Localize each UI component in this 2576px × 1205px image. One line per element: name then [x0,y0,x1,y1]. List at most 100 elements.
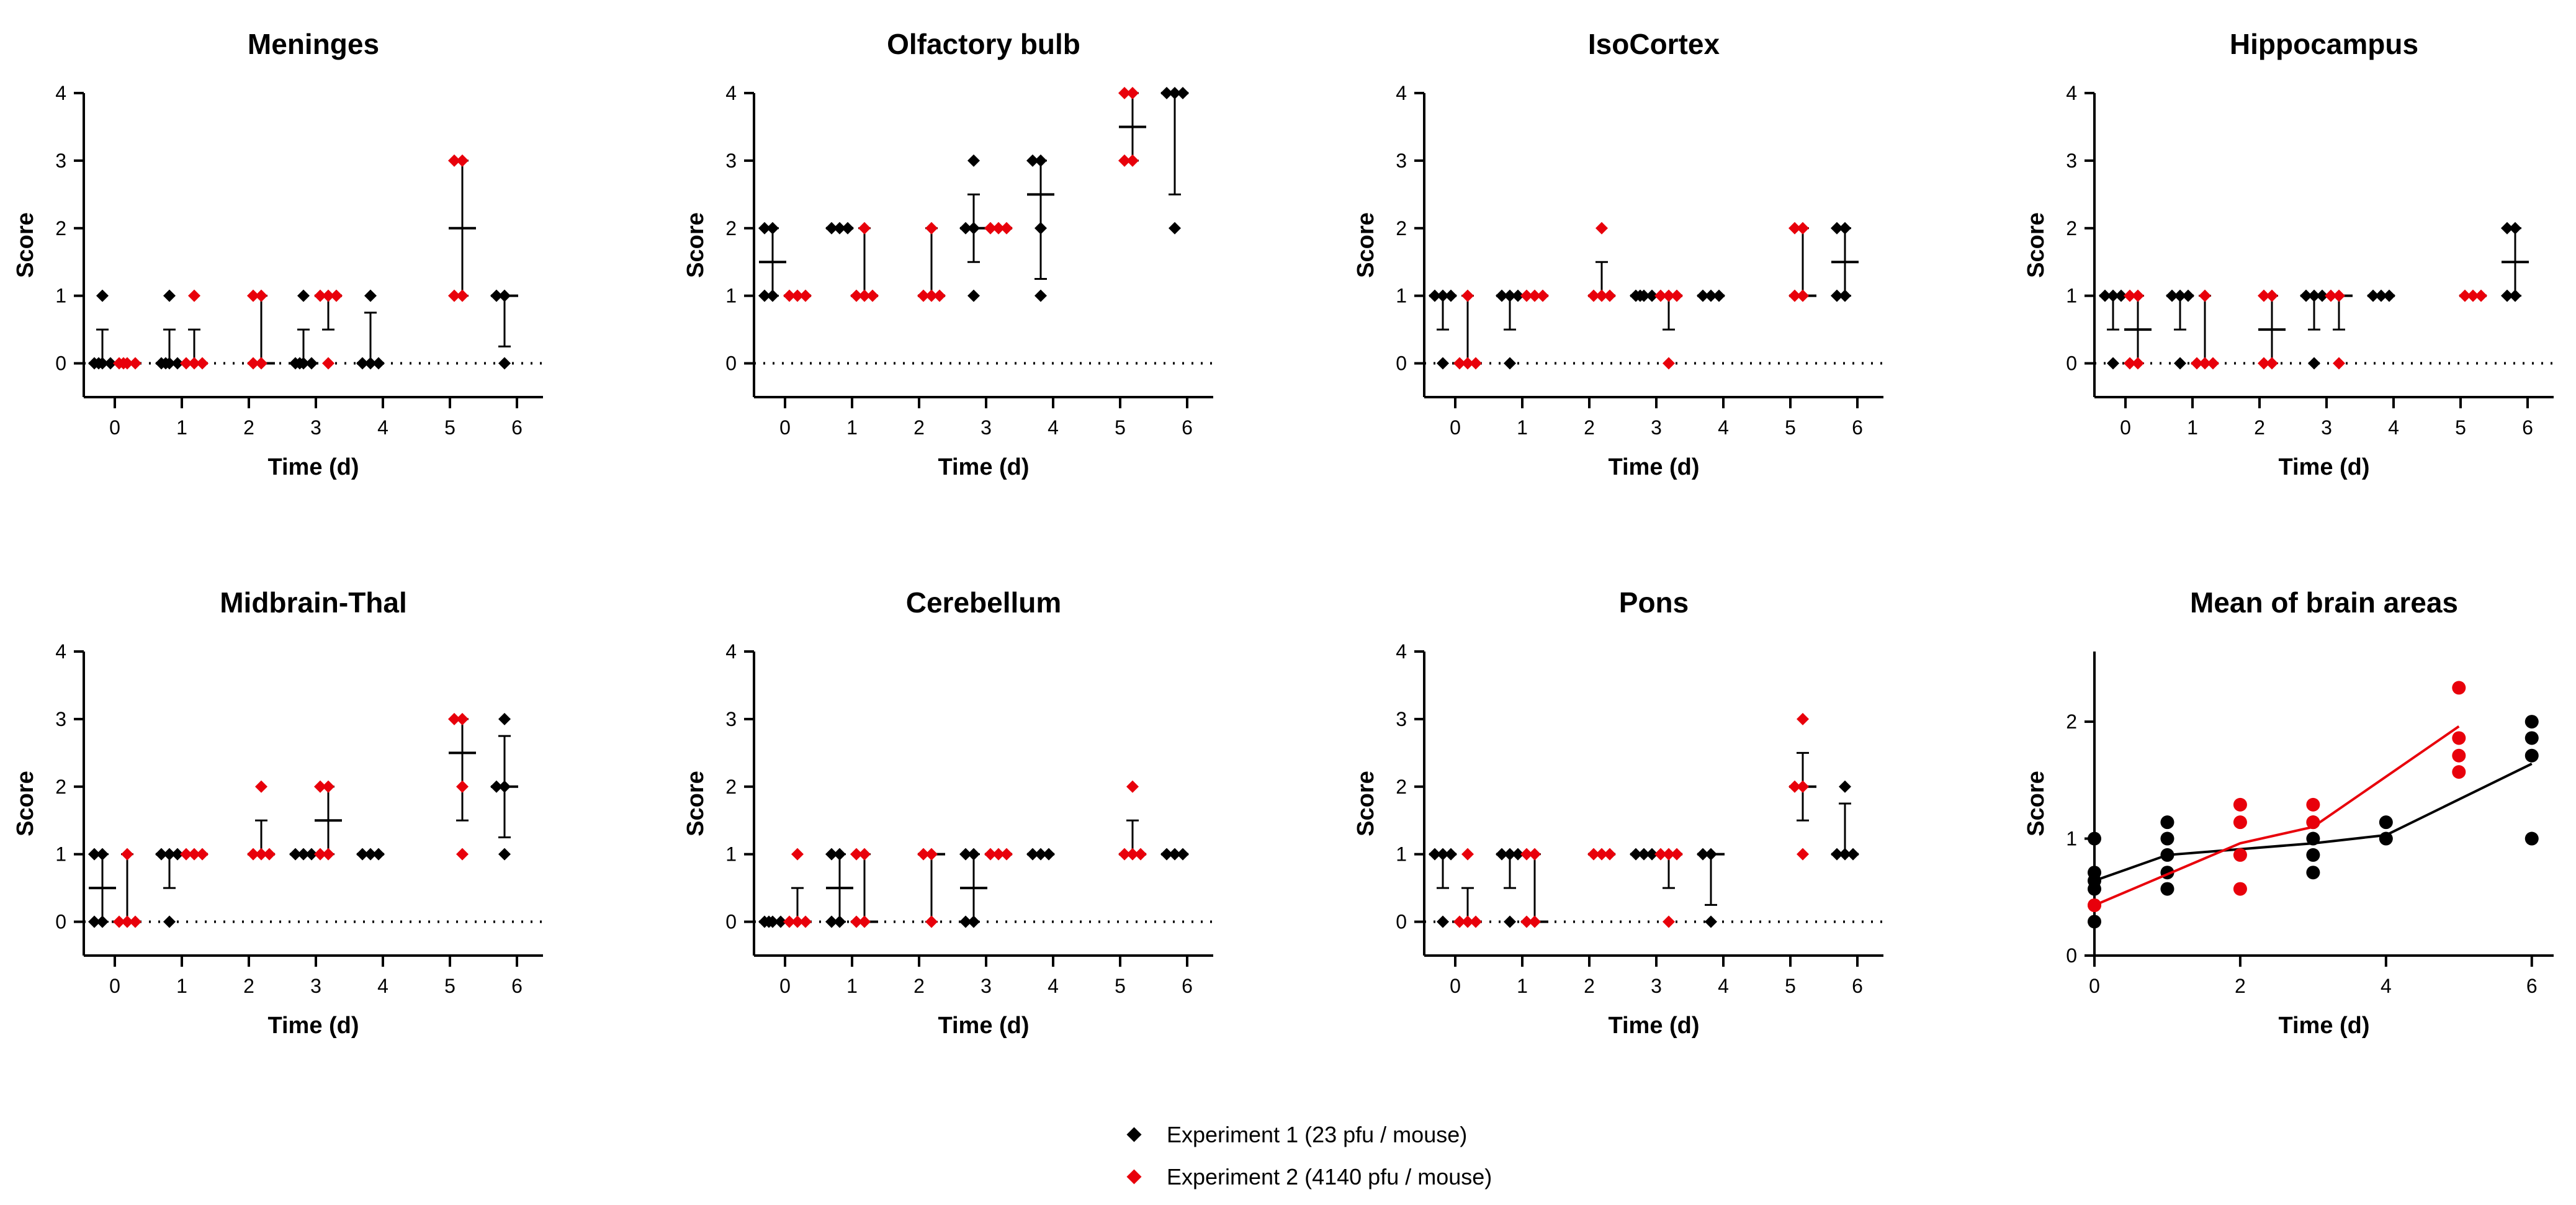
x-tick-label: 4 [1718,416,1729,439]
legend-marker-exp2 [1126,1169,1141,1184]
data-point [2367,290,2379,302]
group-exp1-day1 [155,290,184,370]
data-point [2099,290,2111,302]
data-point [2088,898,2101,912]
group-exp1-day3 [289,848,318,861]
data-point [799,916,812,928]
data-point [1797,848,1809,861]
x-tick-label: 3 [981,416,992,439]
y-tick-label: 3 [55,708,66,730]
data-point [866,290,879,302]
data-point [1000,222,1013,235]
group-exp1-day0 [1429,848,1457,928]
data-point [1126,781,1139,793]
data-point [2199,290,2211,302]
data-point [314,848,326,861]
y-tick-label: 2 [1396,776,1407,798]
data-point [1604,848,1616,861]
panel-title: IsoCortex [1588,28,1720,60]
data-point [758,222,771,235]
group-exp2-day0 [2124,290,2152,370]
x-tick-label: 3 [310,416,321,439]
x-tick-label: 0 [109,975,120,997]
data-point [1520,916,1533,928]
data-point [188,290,200,302]
data-point [2088,915,2101,928]
x-axis-title: Time (d) [2278,454,2369,480]
y-axis-title: Score [1353,212,1379,278]
data-point [1461,290,1474,302]
data-point [1026,155,1039,167]
data-point [2383,290,2395,302]
panel-title: Hippocampus [2230,28,2418,60]
y-tick-label: 3 [725,708,737,730]
data-point [2306,832,2320,846]
y-tick-label: 0 [1396,352,1407,375]
x-tick-label: 2 [243,416,254,439]
group-exp2-day3 [314,781,342,861]
y-tick-label: 2 [1396,217,1407,240]
x-tick-label: 1 [176,975,187,997]
group-exp1-day6 [1160,848,1189,861]
y-tick-label: 0 [2066,352,2077,375]
data-point [456,848,469,861]
data-point [1445,290,1457,302]
y-tick-label: 3 [1396,708,1407,730]
group-exp1-day4 [1026,155,1054,302]
data-point [2475,290,2487,302]
data-point [364,290,377,302]
x-tick-label: 4 [377,975,388,997]
group-exp1-day3 [1630,290,1658,302]
x-tick-label: 5 [2455,416,2466,439]
data-point [163,290,176,302]
legend: Experiment 1 (23 pfu / mouse) Experiment… [1126,1122,1492,1189]
panels: Meninges012340 1 2 3 4 5 6Time (d)ScoreOlfacto… [12,28,2554,1039]
group-exp2-day2 [2258,290,2286,370]
data-point [1520,290,1533,302]
data-point [1663,357,1675,370]
data-point [255,781,267,793]
y-tick-label: 3 [55,150,66,172]
data-point [297,290,310,302]
x-axis-title: Time (d) [267,1013,359,1039]
data-point [129,357,141,370]
data-point [1697,848,1709,861]
group-exp1-day4 [356,290,385,370]
x-tick-label: 0 [779,416,791,439]
data-point [2379,832,2393,846]
x-tick-label: 1 [1517,416,1528,439]
x-tick-label: 2 [2235,975,2246,997]
data-point [2525,749,2539,763]
data-point [2088,882,2101,896]
data-point [1537,290,1549,302]
data-point [196,357,209,370]
group-exp2-day5 [448,155,476,302]
panel-title: Midbrain-Thal [220,586,407,619]
data-point [1788,290,1801,302]
panel-5: Cerebellum012340 1 2 3 4 5 6Time (d)Score [683,586,1213,1039]
group-exp1-day0 [758,916,787,928]
group-exp1-day4 [1697,848,1725,928]
data-point [263,848,276,861]
data-point [1118,87,1131,99]
figure: Meninges012340 1 2 3 4 5 6Time (d)ScoreOlfacto… [0,0,2576,1205]
group-exp2-day0 [113,357,141,370]
group-exp2-day1 [180,290,209,370]
y-axis-title: Score [1353,771,1379,836]
data-point [1437,357,1449,370]
data-point [850,916,863,928]
x-tick-label: 4 [1718,975,1729,997]
y-tick-label: 4 [1396,82,1407,104]
x-tick-label: 0 [109,416,120,439]
group-exp1-day6 [490,713,518,861]
group-exp2-day2 [1587,222,1616,302]
y-axis-title: Score [2023,771,2049,836]
data-point [448,155,460,167]
group-exp1-day1 [155,848,184,928]
data-point [959,848,972,861]
group-exp2-day5 [1788,713,1816,861]
data-point [1847,848,1859,861]
data-point [180,848,192,861]
data-point [1026,848,1039,861]
y-tick-label: 1 [725,843,737,866]
